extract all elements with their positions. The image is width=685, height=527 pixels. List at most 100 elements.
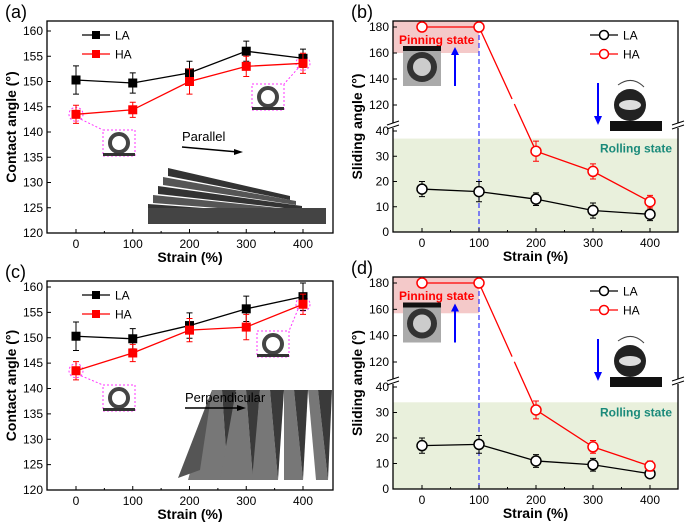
direction-arrow-head-icon — [237, 405, 246, 411]
series-HA — [416, 277, 656, 472]
y-axis-label: Contact angle (°) — [3, 71, 19, 182]
y-axis-label: Sliding angle (°) — [349, 330, 365, 436]
data-point — [241, 61, 251, 71]
y-tick-label: 180 — [369, 276, 389, 290]
y-tick-label: 150 — [23, 331, 43, 345]
panel-b: Pinning state Rolling state 0 100 200 300 400 0… — [349, 2, 685, 264]
y-tick-label: 160 — [23, 280, 43, 294]
axis-break-gap — [390, 379, 396, 384]
legend-marker — [598, 304, 610, 316]
x-tick-label: 400 — [640, 236, 660, 250]
perpendicular-ridge-surface — [284, 390, 303, 480]
data-point — [416, 183, 428, 195]
pointer-arrow — [80, 375, 104, 386]
perpendicular-ridge-surface — [308, 390, 328, 480]
data-point — [473, 185, 485, 198]
inset-label: Parallel — [182, 129, 225, 144]
parallel-ridge-surface — [163, 177, 296, 205]
inset-label: Perpendicular — [185, 390, 266, 405]
x-axis-label: Strain (%) — [503, 248, 568, 264]
y-tick-label: 140 — [369, 329, 389, 343]
pinned-drop-surface — [403, 46, 441, 51]
y-tick-label: 10 — [376, 200, 390, 214]
legend-item-HA: HA — [82, 48, 132, 62]
y-tick-label: 20 — [376, 175, 390, 189]
data-point — [530, 145, 542, 157]
series-HA — [416, 21, 656, 209]
y-tick-label: 120 — [23, 226, 43, 240]
pinned-drop-highlight — [413, 58, 431, 76]
rolling-label: Rolling state — [600, 142, 672, 156]
direction-arrow-icon — [181, 146, 239, 153]
legend-marker — [92, 291, 100, 299]
legend-marker — [92, 31, 100, 39]
rotation-arrow-icon — [617, 80, 645, 88]
legend-label: HA — [115, 48, 132, 62]
data-point — [416, 439, 428, 452]
y-tick-label: 180 — [369, 20, 389, 34]
legend-label: LA — [623, 285, 638, 299]
data-point — [473, 438, 485, 451]
y-tick-label: 150 — [23, 75, 43, 89]
panel-d: Pinning state Rolling state 0 100 200 300 400 0… — [349, 258, 685, 521]
y-tick-label: 140 — [23, 382, 43, 396]
data-point — [71, 75, 81, 85]
data-point — [241, 322, 251, 332]
data-point — [587, 441, 599, 453]
data-point — [241, 304, 251, 314]
perpendicular-groove — [294, 390, 308, 480]
x-tick-label: 400 — [293, 494, 313, 508]
series-HA — [71, 52, 308, 124]
pinned-drop-surface — [403, 302, 441, 308]
y-tick-label: 140 — [369, 72, 389, 86]
legend-marker — [598, 285, 610, 297]
x-axis-label: Strain (%) — [157, 506, 222, 522]
y-tick-label: 160 — [369, 46, 389, 60]
pointer-arrow — [80, 118, 104, 131]
axis-break-gap — [675, 123, 681, 128]
y-tick-label: 120 — [369, 355, 389, 369]
y-tick-label: 125 — [23, 458, 43, 472]
y-tick-label: 135 — [23, 150, 43, 164]
series-LA — [416, 434, 656, 480]
data-point — [473, 277, 485, 289]
axis-break-mark — [671, 120, 685, 130]
pinning-label: Pinning state — [399, 289, 475, 303]
pointer-arrow — [288, 309, 299, 332]
drop-substrate — [257, 354, 289, 357]
y-tick-label: 125 — [23, 201, 43, 215]
x-tick-label: 400 — [293, 237, 313, 251]
x-tick-label: 300 — [583, 493, 603, 507]
perpendicular-surface-edge — [178, 390, 212, 478]
data-point — [71, 109, 81, 119]
x-tick-label: 200 — [526, 493, 546, 507]
axis-break-mark — [386, 120, 400, 130]
y-tick-label: 120 — [23, 483, 43, 497]
data-point — [530, 404, 542, 416]
panel-c: Perpendicular 0 100 200 300 400 120 125 130 135 14… — [3, 262, 334, 522]
parallel-ridge-surface — [168, 168, 290, 200]
data-point — [298, 58, 308, 68]
legend-item-LA: LA — [82, 289, 130, 303]
panel-label: (b) — [351, 2, 373, 22]
pinned-drop-highlight — [413, 314, 431, 333]
data-point — [530, 193, 542, 205]
water-drop — [262, 333, 284, 355]
x-axis-label: Strain (%) — [503, 505, 568, 521]
water-drop — [108, 387, 130, 409]
y-tick-label: 30 — [376, 406, 390, 420]
legend-marker — [598, 29, 610, 41]
water-drop — [108, 132, 130, 154]
y-tick-label: 140 — [23, 125, 43, 139]
legend-item-LA: LA — [590, 29, 638, 43]
legend-item-LA: LA — [82, 29, 130, 43]
perpendicular-ridge-surface — [220, 390, 253, 480]
data-point — [298, 299, 308, 309]
down-arrow-head-icon — [594, 116, 602, 125]
legend-item-LA: LA — [590, 285, 638, 299]
x-tick-label: 200 — [179, 494, 199, 508]
up-arrow-head-icon — [451, 303, 459, 312]
perpendicular-groove — [270, 390, 284, 480]
y-tick-label: 155 — [23, 305, 43, 319]
